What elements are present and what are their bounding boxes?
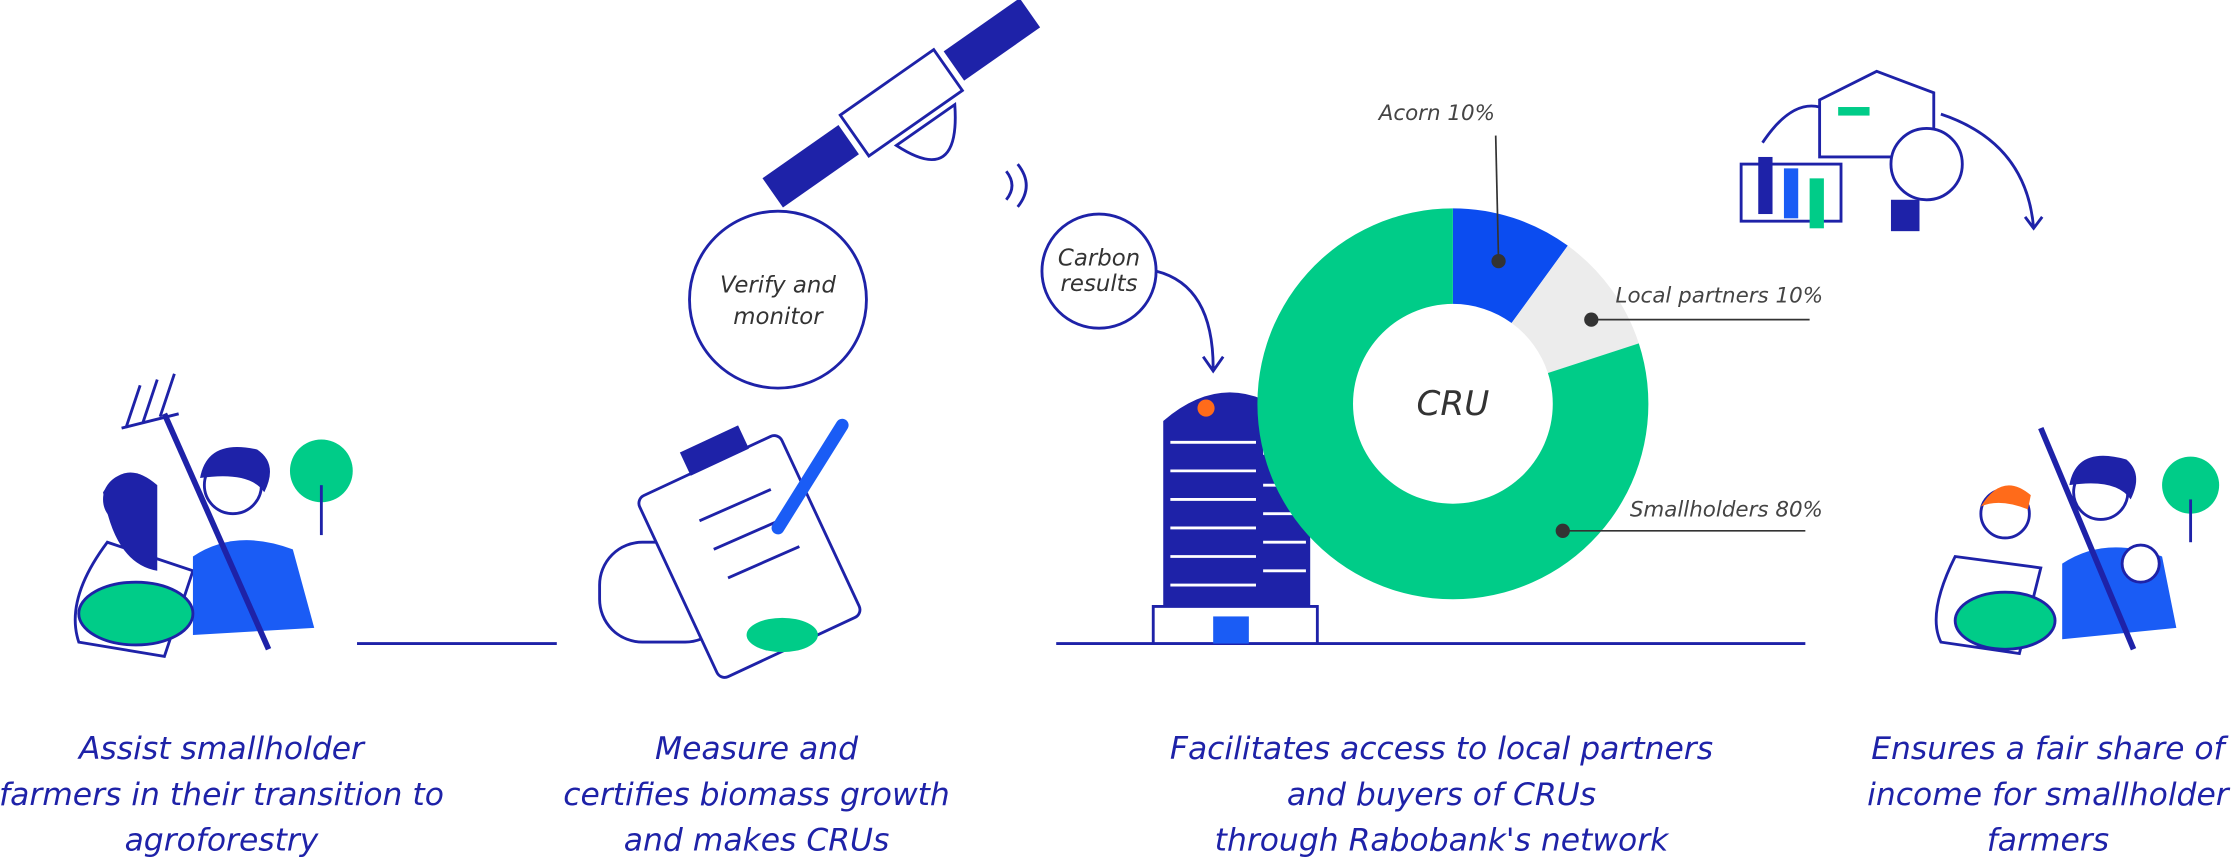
farmers-illustration [1936, 428, 2219, 653]
satellite-illustration [758, 0, 1068, 248]
slice-value: 80% [1775, 498, 1823, 523]
donut-center-label: CRU [1417, 384, 1490, 424]
bubble [690, 211, 867, 388]
slice-value: 10% [1776, 284, 1824, 309]
bubble-text: Verify and [720, 273, 836, 299]
slice-name: Smallholders [1630, 498, 1769, 523]
lab-illustration [1741, 71, 2042, 231]
slice-name: Acorn [1377, 101, 1441, 126]
caption: through Rabobank's network [1215, 822, 1670, 858]
slice-label: Smallholders 80% [1630, 498, 1823, 523]
arrow [1156, 271, 1223, 371]
slice-value: 10% [1447, 101, 1495, 126]
caption: farmers in their transition to [0, 777, 444, 813]
bubble-text: monitor [733, 304, 824, 330]
slice-label: Acorn 10% [1377, 101, 1495, 126]
caption: Facilitates access to local partners [1170, 731, 1713, 767]
page: {"captions": [ ["Assist smallholder", "f… [0, 0, 2238, 859]
caption: income for smallholder [1867, 777, 2231, 813]
caption: certifies biomass growth [563, 777, 950, 813]
clipboard-illustration [600, 425, 863, 680]
slice-name: Local partners [1616, 284, 1769, 309]
caption: agroforestry [125, 822, 319, 858]
bubble-text: results [1061, 271, 1138, 297]
signal [1006, 164, 1026, 207]
captions: Assist smallholder farmers in their tran… [0, 731, 2231, 858]
caption: Measure and [655, 731, 859, 767]
slice-label: Local partners 10% [1616, 284, 1823, 309]
caption: Assist smallholder [77, 731, 366, 767]
caption: and makes CRUs [624, 822, 890, 858]
caption: and buyers of CRUs [1287, 777, 1596, 813]
infographic: Verify and monitor Carbon results CRU Ac… [0, 0, 2238, 859]
bubble-text: Carbon [1058, 245, 1140, 271]
caption: farmers [1987, 822, 2109, 858]
farmers-illustration [75, 374, 353, 657]
caption: Ensures a fair share of [1871, 731, 2228, 767]
